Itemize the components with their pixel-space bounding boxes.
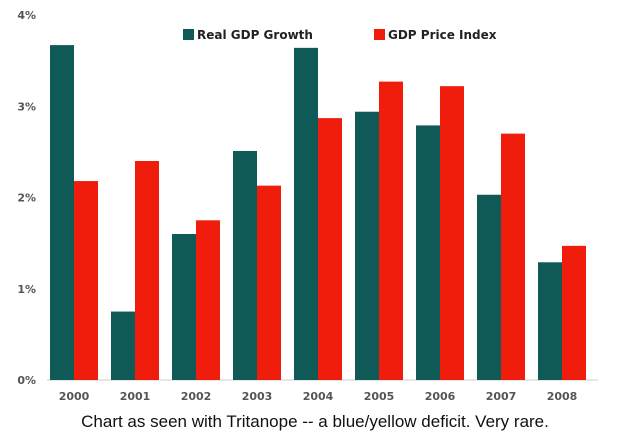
bar-gdp-price-index-2002	[196, 220, 220, 380]
x-tick-label: 2003	[242, 390, 273, 403]
chart-caption: Chart as seen with Tritanope -- a blue/y…	[81, 412, 549, 431]
bar-gdp-price-index-2001	[135, 161, 159, 380]
x-tick-label: 2001	[120, 390, 151, 403]
bar-real-gdp-growth-2004	[294, 47, 318, 380]
x-tick-label: 2006	[425, 390, 456, 403]
y-tick-label: 2%	[17, 192, 36, 205]
x-axis: 2000 2001 2002 2003 2004 2005 2006 2007 2008	[59, 390, 578, 403]
x-tick-label: 2002	[181, 390, 212, 403]
legend-label: GDP Price Index	[388, 28, 497, 42]
bar-gdp-price-index-2007	[501, 133, 525, 380]
bar-gdp-price-index-2005	[379, 81, 403, 381]
y-tick-label: 3%	[17, 100, 36, 113]
bar-real-gdp-growth-2005	[355, 111, 379, 380]
bar-real-gdp-growth-2006	[416, 125, 440, 380]
x-tick-label: 2008	[547, 390, 578, 403]
bar-real-gdp-growth-2001	[111, 311, 135, 380]
x-tick-label: 2004	[303, 390, 334, 403]
y-tick-label: 0%	[17, 374, 36, 387]
legend-swatch	[183, 29, 194, 40]
bar-gdp-price-index-2006	[440, 86, 464, 381]
bar-gdp-price-index-2000	[74, 181, 98, 380]
bars-group	[50, 45, 586, 381]
x-tick-label: 2000	[59, 390, 90, 403]
bar-gdp-price-index-2008	[562, 245, 586, 380]
bar-real-gdp-growth-2008	[538, 262, 562, 380]
bar-real-gdp-growth-2000	[50, 45, 74, 381]
y-tick-label: 1%	[17, 283, 36, 296]
y-tick-label: 4%	[17, 9, 36, 22]
bar-real-gdp-growth-2002	[172, 234, 196, 380]
bar-real-gdp-growth-2003	[233, 150, 257, 380]
legend-swatch	[374, 29, 385, 40]
legend: Real GDP Growth GDP Price Index	[183, 28, 497, 42]
legend-label: Real GDP Growth	[197, 28, 313, 42]
y-axis: 0% 1% 2% 3% 4%	[17, 9, 36, 387]
bar-real-gdp-growth-2007	[477, 194, 501, 380]
x-tick-label: 2005	[364, 390, 395, 403]
bar-gdp-price-index-2004	[318, 118, 342, 381]
x-tick-label: 2007	[486, 390, 517, 403]
bar-gdp-price-index-2003	[257, 185, 281, 380]
bar-chart: 0%1%2%3%4% 2000 2001 2002 2003 2004 2005 2006 2…	[17, 9, 598, 403]
